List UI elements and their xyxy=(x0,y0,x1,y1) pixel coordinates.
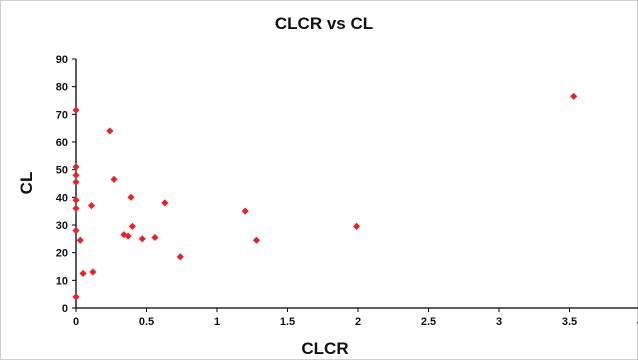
data-point xyxy=(570,92,578,100)
chart-title: CLCR vs CL xyxy=(275,14,373,33)
data-point xyxy=(252,236,261,244)
data-point xyxy=(89,268,97,276)
y-tick-label: 30 xyxy=(56,220,68,232)
x-tick-label: 2.5 xyxy=(421,316,436,328)
data-point xyxy=(72,178,80,186)
data-point xyxy=(352,222,361,230)
data-point xyxy=(176,253,184,261)
y-tick-label: 10 xyxy=(56,275,68,287)
data-point xyxy=(79,269,87,278)
data-point xyxy=(72,196,80,204)
x-tick-label: 3.5 xyxy=(562,316,577,328)
data-point xyxy=(241,207,249,215)
data-point xyxy=(110,175,118,183)
data-point xyxy=(151,233,159,242)
x-tick-label: 0 xyxy=(73,316,79,328)
data-point xyxy=(72,293,80,301)
data-point xyxy=(106,127,114,135)
x-tick-label: 1 xyxy=(214,316,220,328)
y-ticks: 0 10 20 30 40 50 60 70 80 90 xyxy=(56,54,76,315)
data-point xyxy=(127,193,135,201)
y-tick-label: 90 xyxy=(56,54,68,66)
data-point xyxy=(87,202,96,210)
data-point xyxy=(72,106,80,114)
y-tick-label: 60 xyxy=(56,137,68,149)
y-tick-label: 40 xyxy=(56,192,68,204)
data-point xyxy=(128,222,136,230)
data-point xyxy=(161,199,169,207)
data-point xyxy=(124,232,132,240)
data-point xyxy=(72,204,80,212)
y-tick-label: 0 xyxy=(62,303,68,315)
x-axis-label: CLCR xyxy=(301,339,348,358)
data-point xyxy=(72,226,80,235)
data-points xyxy=(72,92,578,301)
x-ticks: 0 0.5 1 1.5 2 2.5 3 3.5 4 xyxy=(73,308,638,328)
data-point xyxy=(72,171,80,179)
x-tick-label: 2 xyxy=(355,316,361,328)
data-point xyxy=(76,236,84,244)
x-tick-label: 0.5 xyxy=(139,316,154,328)
y-tick-label: 70 xyxy=(56,109,68,121)
y-tick-label: 50 xyxy=(56,165,68,177)
x-tick-label: 4 xyxy=(637,316,638,328)
x-tick-label: 1.5 xyxy=(280,316,295,328)
y-tick-label: 80 xyxy=(56,82,68,94)
data-point xyxy=(138,235,146,243)
axes xyxy=(75,59,638,309)
data-point xyxy=(72,163,80,171)
y-axis-label: CL xyxy=(17,172,36,195)
y-tick-label: 20 xyxy=(56,248,68,260)
x-tick-label: 3 xyxy=(496,316,502,328)
